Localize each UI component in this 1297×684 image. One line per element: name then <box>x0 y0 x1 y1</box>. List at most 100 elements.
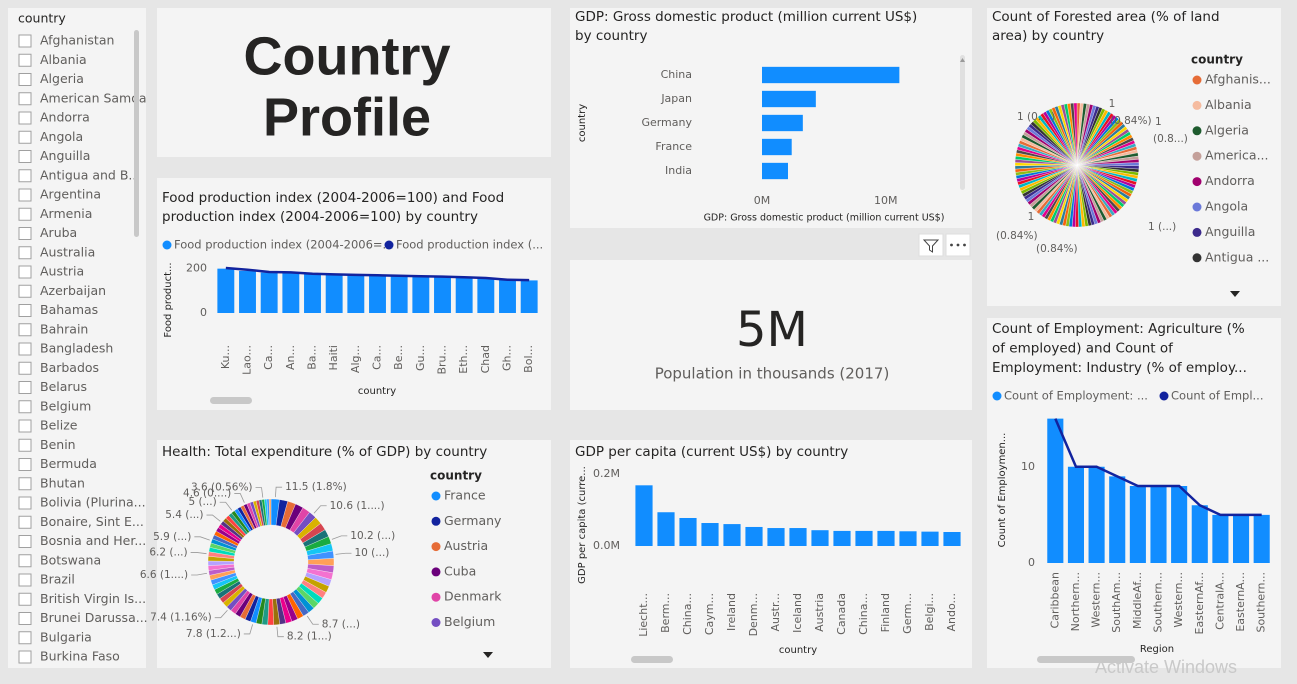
slicer-item[interactable]: Antigua and B... <box>40 167 140 182</box>
scroll-arrow[interactable] <box>1230 291 1240 297</box>
slicer-item[interactable]: Brazil <box>40 572 75 587</box>
checkbox[interactable] <box>18 554 32 568</box>
data-label: 1 (0....) <box>1017 111 1055 123</box>
legend-label: Angola <box>1205 199 1248 214</box>
bar <box>239 270 256 313</box>
checkbox[interactable] <box>18 612 32 625</box>
checkbox[interactable] <box>18 342 32 356</box>
x-tick-label: Eth... <box>457 345 470 374</box>
slicer-item[interactable]: Bahrain <box>40 321 88 336</box>
checkbox[interactable] <box>18 150 32 163</box>
checkbox[interactable] <box>18 361 32 375</box>
checkbox[interactable] <box>18 130 32 144</box>
data-label: (0.84%) <box>996 230 1038 242</box>
filter-button[interactable] <box>918 233 944 257</box>
bar <box>1129 486 1146 563</box>
slicer-item[interactable]: Aruba <box>40 225 77 240</box>
bar <box>855 530 873 546</box>
checkbox[interactable] <box>18 573 32 587</box>
slicer-item[interactable]: Bahamas <box>40 302 98 317</box>
checkbox[interactable] <box>18 650 32 664</box>
legend-swatch <box>1192 100 1202 110</box>
slicer-item[interactable]: Bonaire, Sint E... <box>40 514 144 529</box>
checkbox[interactable] <box>18 535 32 548</box>
slicer-item[interactable]: Bangladesh <box>40 341 113 356</box>
legend-label: Austria <box>444 538 488 553</box>
checkbox[interactable] <box>18 34 32 48</box>
legend-swatch <box>431 491 441 501</box>
more-dot <box>963 243 966 247</box>
slicer-item[interactable]: Belarus <box>40 379 87 394</box>
slicer-item[interactable]: Anguilla <box>40 148 90 163</box>
bar <box>657 512 675 546</box>
slicer-item[interactable]: Botswana <box>40 552 101 567</box>
checkbox[interactable] <box>18 458 32 471</box>
scrollbar[interactable] <box>960 55 965 190</box>
checkbox[interactable] <box>18 284 32 298</box>
checkbox[interactable] <box>18 592 32 606</box>
checkbox[interactable] <box>18 246 32 260</box>
legend-swatch <box>384 240 394 250</box>
scrollbar[interactable] <box>210 397 252 404</box>
checkbox[interactable] <box>18 477 32 491</box>
leader-line <box>331 535 348 540</box>
checkbox[interactable] <box>18 419 32 433</box>
checkbox[interactable] <box>18 265 32 279</box>
checkbox[interactable] <box>18 227 32 240</box>
checkbox[interactable] <box>18 323 32 337</box>
x-tick-label: Southern... <box>1152 572 1165 633</box>
slicer-item[interactable]: Bhutan <box>40 475 85 490</box>
slicer-item[interactable]: Algeria <box>40 71 84 86</box>
checkbox[interactable] <box>18 207 32 221</box>
slicer-item[interactable]: Bulgaria <box>40 629 92 644</box>
bar <box>304 274 321 313</box>
chart-title: GDP per capita (current US$) by country <box>575 444 848 460</box>
slicer-item[interactable]: Belize <box>40 418 78 433</box>
checkbox[interactable] <box>18 515 32 529</box>
slicer-item[interactable]: Bolivia (Plurina... <box>40 495 146 510</box>
x-tick-label: Western... <box>1172 572 1185 628</box>
scroll-arrow[interactable] <box>483 652 493 658</box>
slicer-item[interactable]: Afghanistan <box>40 33 114 48</box>
slicer-item[interactable]: Burkina Faso <box>40 649 120 664</box>
slicer-item[interactable]: Bosnia and Her... <box>40 533 146 548</box>
checkbox[interactable] <box>18 400 32 414</box>
checkbox[interactable] <box>18 188 32 202</box>
checkbox[interactable] <box>18 111 32 125</box>
bar <box>217 268 235 313</box>
checkbox[interactable] <box>18 53 32 67</box>
checkbox[interactable] <box>18 496 32 510</box>
slicer-item[interactable]: British Virgin Is... <box>40 591 146 606</box>
x-axis-title: Region <box>1140 644 1174 655</box>
slicer-item[interactable]: American Samoa <box>40 90 147 105</box>
checkbox[interactable] <box>18 631 32 645</box>
bar <box>635 485 653 546</box>
scrollbar[interactable] <box>1037 656 1135 663</box>
scroll-arrow[interactable] <box>960 58 965 62</box>
checkbox[interactable] <box>18 304 32 317</box>
slicer-item[interactable]: Azerbaijan <box>40 283 106 298</box>
slicer-item[interactable]: Angola <box>40 129 83 144</box>
data-label: 1 (...) <box>1148 221 1176 233</box>
checkbox[interactable] <box>18 381 32 394</box>
checkbox[interactable] <box>18 169 32 183</box>
slicer-item[interactable]: Benin <box>40 437 76 452</box>
slicer-scrollbar[interactable] <box>134 30 139 237</box>
bar <box>762 90 816 108</box>
slicer-item[interactable]: Austria <box>40 264 84 279</box>
watermark: Activate Windows <box>1095 657 1237 677</box>
slicer-item[interactable]: Barbados <box>40 360 99 375</box>
slicer-item[interactable]: Argentina <box>40 187 101 202</box>
slicer-item[interactable]: Armenia <box>40 206 92 221</box>
slicer-item[interactable]: Bermuda <box>40 456 97 471</box>
slicer-item[interactable]: Albania <box>40 52 87 67</box>
checkbox[interactable] <box>18 438 32 452</box>
bar <box>369 275 386 313</box>
checkbox[interactable] <box>18 73 32 86</box>
slicer-item[interactable]: Australia <box>40 244 95 259</box>
slicer-item[interactable]: Belgium <box>40 398 91 413</box>
slicer-item[interactable]: Andorra <box>40 110 90 125</box>
slicer-item[interactable]: Brunei Darussa... <box>40 610 148 625</box>
checkbox[interactable] <box>18 92 32 106</box>
scrollbar[interactable] <box>631 656 673 663</box>
